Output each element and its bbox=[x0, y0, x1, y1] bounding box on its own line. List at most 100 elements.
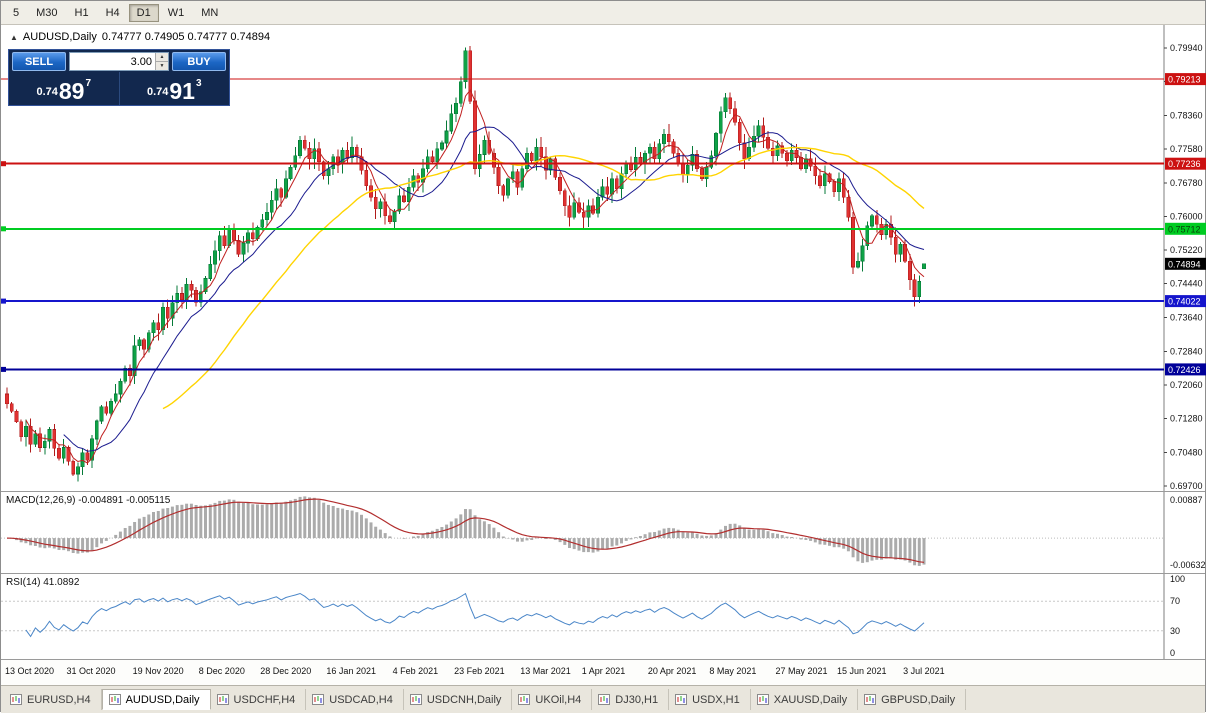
line-handle[interactable] bbox=[1, 226, 6, 232]
line-handle[interactable] bbox=[1, 366, 6, 372]
chart-icon bbox=[598, 694, 611, 705]
date-label: 8 May 2021 bbox=[709, 666, 757, 676]
rsi-header: RSI(14) 41.0892 bbox=[6, 577, 80, 588]
price-axis-label: 0.76780 bbox=[1170, 178, 1203, 188]
rsi-axis-label: 70 bbox=[1170, 596, 1180, 606]
main-chart[interactable]: 0.799400.791600.783600.775800.767800.760… bbox=[1, 25, 1206, 491]
timeframe-button-m30[interactable]: M30 bbox=[36, 6, 58, 19]
price-tag bbox=[1165, 295, 1206, 308]
macd-chart[interactable]: 0.00887 -0.00632 bbox=[1, 492, 1206, 573]
chart-icon bbox=[10, 694, 22, 705]
price-tag bbox=[1165, 157, 1206, 170]
timeframe-button-5[interactable]: 5 bbox=[13, 6, 20, 19]
sell-price-prefix: 0.74 bbox=[36, 86, 58, 98]
main-chart-panel: 0.799400.791600.783600.775800.767800.760… bbox=[1, 25, 1206, 491]
macd-signal-line bbox=[6, 498, 925, 563]
timeframe-button-h4[interactable]: H4 bbox=[105, 6, 120, 19]
price-axis-label: 0.79940 bbox=[1170, 43, 1203, 53]
timeframe-button-h1[interactable]: H1 bbox=[74, 6, 89, 19]
chart-icon bbox=[108, 694, 121, 705]
volume-down-button[interactable]: ▼ bbox=[156, 61, 168, 70]
ma-5-line[interactable] bbox=[25, 89, 925, 464]
buy-price-prefix: 0.74 bbox=[146, 86, 169, 98]
rsi-chart[interactable]: 100 70 30 0 bbox=[1, 574, 1206, 659]
date-label: 13 Mar 2021 bbox=[520, 666, 571, 676]
volume-value[interactable]: 3.00 bbox=[130, 56, 152, 68]
timeframe-toolbar: 5 M30 H1 H4 D1 W1 MN bbox=[1, 1, 1205, 25]
chart-header: ▲ AUDUSD,Daily 0.74777 0.74905 0.74777 0… bbox=[10, 31, 270, 43]
price-axis-label: 0.74440 bbox=[1170, 278, 1203, 288]
price-axis-label: 0.76000 bbox=[1170, 212, 1203, 222]
ma-13-line[interactable] bbox=[63, 126, 925, 452]
price-axis-label: 0.72840 bbox=[1170, 347, 1203, 357]
chart-icon bbox=[864, 694, 877, 705]
rsi-panel: 100 70 30 0 RSI(14) 41.0892 bbox=[1, 573, 1205, 659]
sell-price-big: 89 bbox=[58, 78, 85, 104]
tab-label: EURUSD,H4 bbox=[27, 693, 91, 706]
timeframe-button-d1[interactable]: D1 bbox=[128, 3, 159, 22]
macd-axis-min: -0.00632 bbox=[1170, 560, 1206, 570]
svg-text:0.75712: 0.75712 bbox=[1168, 224, 1201, 234]
price-axis-label: 0.77580 bbox=[1170, 144, 1203, 154]
chart-tab-usdx[interactable]: USDX,H1 bbox=[669, 689, 751, 710]
candles bbox=[5, 46, 926, 482]
one-click-trading-panel: SELL 3.00 ▲ ▼ BUY 0.74 89 7 bbox=[8, 49, 230, 106]
line-handle[interactable] bbox=[1, 298, 6, 304]
svg-text:0.79213: 0.79213 bbox=[1168, 75, 1201, 85]
chart-tab-usdcad[interactable]: USDCAD,H4 bbox=[306, 689, 404, 710]
chart-tab-ukoil[interactable]: UKOil,H4 bbox=[512, 689, 593, 710]
date-label: 16 Jan 2021 bbox=[326, 666, 376, 676]
chart-tab-eurusd[interactable]: EURUSD,H4 bbox=[4, 689, 102, 710]
chart-tab-audusd[interactable]: AUDUSD,Daily bbox=[101, 689, 211, 710]
volume-field[interactable]: 3.00 ▲ ▼ bbox=[69, 52, 169, 71]
chart-tab-usdcnh[interactable]: USDCNH,Daily bbox=[404, 689, 513, 710]
chart-tab-usdchf[interactable]: USDCHF,H4 bbox=[211, 689, 307, 710]
chart-tab-gbpusd[interactable]: GBPUSD,Daily bbox=[858, 689, 967, 710]
rsi-axis-label: 30 bbox=[1170, 626, 1180, 636]
svg-text:0.77236: 0.77236 bbox=[1168, 159, 1201, 169]
rsi-axis-label: 100 bbox=[1170, 574, 1185, 584]
timeframe-button-mn[interactable]: MN bbox=[201, 6, 219, 19]
date-label: 28 Dec 2020 bbox=[260, 666, 312, 676]
price-axis-label: 0.75220 bbox=[1170, 245, 1203, 255]
price-axis-label: 0.73640 bbox=[1170, 313, 1203, 323]
price-axis-label: 0.70480 bbox=[1170, 448, 1203, 458]
date-label: 19 Nov 2020 bbox=[132, 666, 184, 676]
chart-icon bbox=[216, 694, 229, 705]
sell-price-sup: 7 bbox=[85, 78, 92, 89]
chart-ohlc-values: 0.74777 0.74905 0.74777 0.74894 bbox=[101, 31, 271, 43]
collapse-icon[interactable]: ▲ bbox=[10, 32, 18, 42]
chart-icon bbox=[675, 694, 688, 705]
date-label: 27 May 2021 bbox=[775, 666, 828, 676]
price-axis-label: 0.72060 bbox=[1170, 380, 1203, 390]
tab-label: UKOil,H4 bbox=[535, 693, 582, 706]
chart-tab-xauusd[interactable]: XAUUSD,Daily bbox=[751, 689, 859, 710]
buy-price: 0.74 91 3 bbox=[146, 78, 202, 103]
price-axis-label: 0.69700 bbox=[1170, 481, 1203, 491]
date-label: 15 Jun 2021 bbox=[836, 666, 887, 676]
line-handle[interactable] bbox=[1, 161, 6, 167]
sell-button[interactable]: SELL bbox=[12, 52, 66, 71]
chart-icon bbox=[312, 694, 325, 705]
volume-up-button[interactable]: ▲ bbox=[156, 53, 168, 61]
date-label: 3 Jul 2021 bbox=[903, 666, 945, 676]
rsi-axis-label: 0 bbox=[1170, 648, 1175, 658]
price-axis-label: 0.78360 bbox=[1170, 111, 1203, 121]
price-tag bbox=[1165, 73, 1206, 86]
timeframe-button-w1[interactable]: W1 bbox=[167, 6, 185, 19]
buy-button[interactable]: BUY bbox=[172, 52, 226, 71]
date-label: 23 Feb 2021 bbox=[454, 666, 505, 676]
date-label: 8 Dec 2020 bbox=[198, 666, 245, 676]
chart-tab-dj30[interactable]: DJ30,H1 bbox=[592, 689, 670, 710]
chart-symbol-label: AUDUSD,Daily bbox=[22, 31, 97, 43]
ma-34-line[interactable] bbox=[162, 146, 925, 410]
tab-label: USDX,H1 bbox=[692, 693, 740, 706]
tab-label: AUDUSD,Daily bbox=[125, 693, 200, 706]
time-axis[interactable]: 13 Oct 2020 31 Oct 2020 19 Nov 2020 8 Dec 2… bbox=[1, 659, 1205, 685]
date-label: 13 Oct 2020 bbox=[5, 666, 55, 676]
volume-spinner: ▲ ▼ bbox=[155, 53, 168, 70]
quote-prices: 0.74 89 7 0.74 91 3 bbox=[9, 72, 229, 105]
chart-icon bbox=[518, 694, 531, 705]
svg-text:0.74022: 0.74022 bbox=[1168, 297, 1201, 307]
